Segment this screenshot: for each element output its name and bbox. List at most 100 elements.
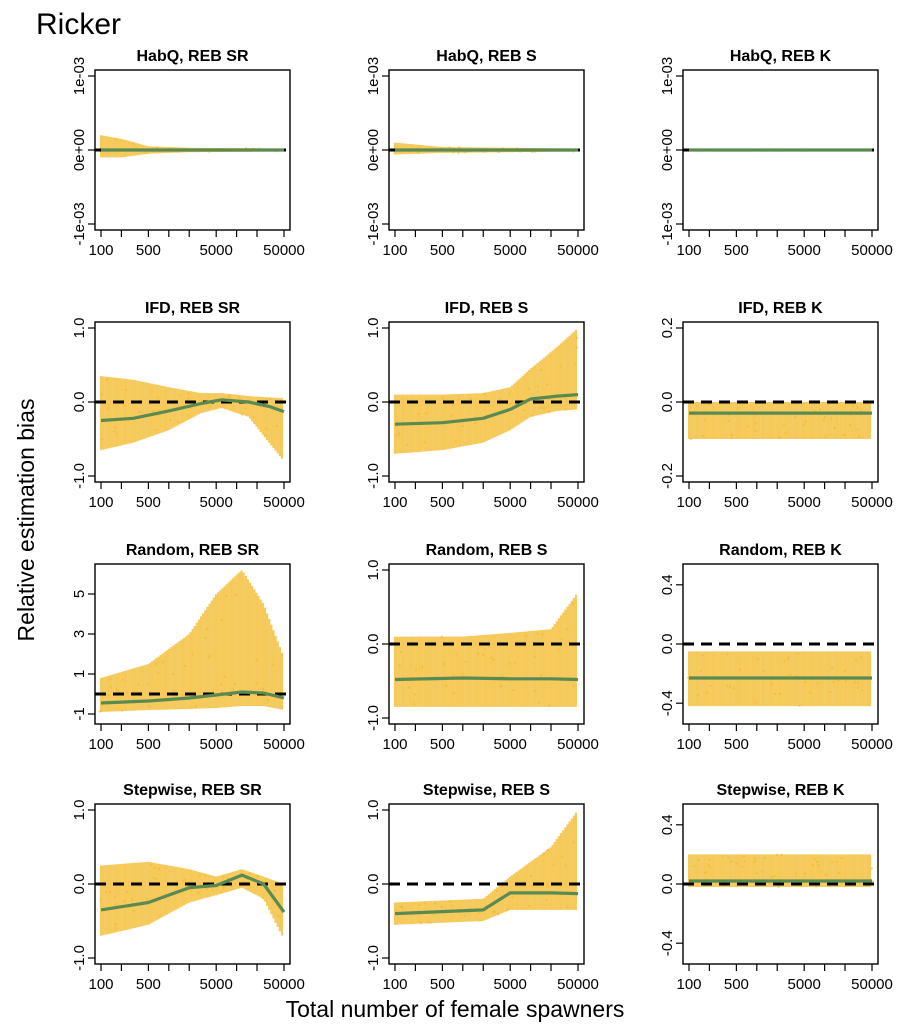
x-tick-label: 5000	[788, 242, 821, 259]
data-point	[226, 876, 229, 879]
data-point	[545, 383, 549, 386]
x-tick-label: 500	[136, 242, 161, 259]
data-point	[572, 685, 575, 688]
data-point	[121, 678, 124, 682]
data-point	[861, 689, 864, 692]
panel-title: HabQ, REB K	[730, 48, 832, 65]
points-group	[99, 376, 284, 459]
data-point	[98, 710, 102, 713]
data-point	[727, 419, 731, 423]
data-point	[183, 664, 187, 668]
data-point	[575, 336, 579, 340]
x-tick-label: 100	[88, 494, 113, 511]
data-point	[277, 914, 280, 918]
data-point	[547, 410, 551, 413]
data-point	[431, 913, 435, 916]
data-point	[450, 414, 453, 418]
data-point	[203, 874, 207, 878]
x-tick-label: 500	[136, 976, 161, 993]
data-point	[506, 908, 509, 911]
data-point	[126, 692, 129, 695]
figure-title: Ricker	[36, 8, 121, 41]
panel-title: HabQ, REB SR	[136, 48, 248, 65]
y-tick-label: 1e-03	[659, 57, 676, 95]
data-point	[452, 691, 455, 695]
data-point	[824, 873, 827, 877]
data-point	[814, 409, 817, 413]
data-point	[478, 919, 481, 922]
x-tick-label: 500	[136, 494, 161, 511]
data-point	[702, 434, 705, 438]
data-point	[478, 912, 481, 915]
data-point	[266, 698, 270, 702]
data-point	[168, 418, 172, 422]
data-point	[209, 404, 212, 408]
y-tick-label: 0.0	[365, 874, 382, 895]
data-point	[187, 392, 190, 395]
panel-title: Random, REB SR	[126, 542, 260, 559]
data-point	[225, 595, 228, 598]
data-point	[755, 871, 759, 875]
data-point	[852, 404, 855, 407]
data-point	[730, 860, 733, 863]
fit-line	[100, 873, 286, 914]
data-point	[120, 709, 124, 712]
y-tick-label: -1e-03	[365, 202, 382, 245]
x-tick-label: 50000	[851, 736, 893, 753]
x-tick-label: 50000	[557, 242, 599, 259]
data-point	[130, 898, 134, 901]
data-point	[132, 142, 135, 145]
panel-10: Stepwise, REB SR -1.0 0.0 1.0 100 500 5000 5000…	[71, 782, 305, 993]
fit-line	[394, 891, 579, 916]
data-point	[705, 691, 708, 695]
data-point	[782, 423, 786, 426]
data-point	[108, 891, 112, 894]
data-point	[237, 396, 241, 399]
data-point	[395, 909, 398, 912]
data-point	[455, 652, 458, 656]
data-point	[117, 689, 120, 693]
y-tick-label: -0.4	[659, 690, 676, 716]
data-point	[457, 398, 460, 401]
data-point	[824, 435, 827, 438]
data-point	[735, 862, 739, 865]
data-point	[126, 890, 129, 894]
data-point	[854, 658, 858, 662]
x-tick-label: 50000	[263, 736, 305, 753]
data-point	[220, 891, 223, 894]
data-point	[772, 874, 776, 877]
data-point	[158, 867, 161, 871]
data-point	[708, 865, 712, 869]
data-point	[150, 390, 153, 394]
x-tick-label: 5000	[494, 242, 527, 259]
data-point	[843, 670, 847, 673]
data-point	[461, 673, 465, 676]
data-point	[275, 424, 279, 428]
data-point	[109, 678, 112, 681]
data-point	[143, 151, 146, 154]
points-group	[393, 329, 579, 454]
y-tick-label: 0.0	[71, 392, 88, 413]
points-group	[99, 861, 284, 936]
data-point	[536, 385, 540, 388]
data-point	[823, 415, 827, 419]
data-point	[417, 903, 421, 906]
data-point	[146, 151, 149, 155]
data-point	[205, 887, 208, 891]
panel-title: Stepwise, REB K	[716, 782, 844, 799]
data-point	[830, 417, 833, 421]
data-point	[440, 905, 443, 908]
y-tick-label: 0.0	[365, 392, 382, 413]
data-point	[697, 693, 700, 697]
data-point	[833, 426, 836, 430]
data-point	[537, 701, 541, 704]
data-point	[857, 435, 860, 439]
data-point	[721, 854, 725, 858]
data-point	[113, 426, 116, 429]
data-point	[464, 660, 467, 664]
data-point	[476, 652, 480, 655]
data-point	[248, 873, 251, 876]
data-point	[511, 895, 514, 899]
data-point	[732, 687, 736, 690]
